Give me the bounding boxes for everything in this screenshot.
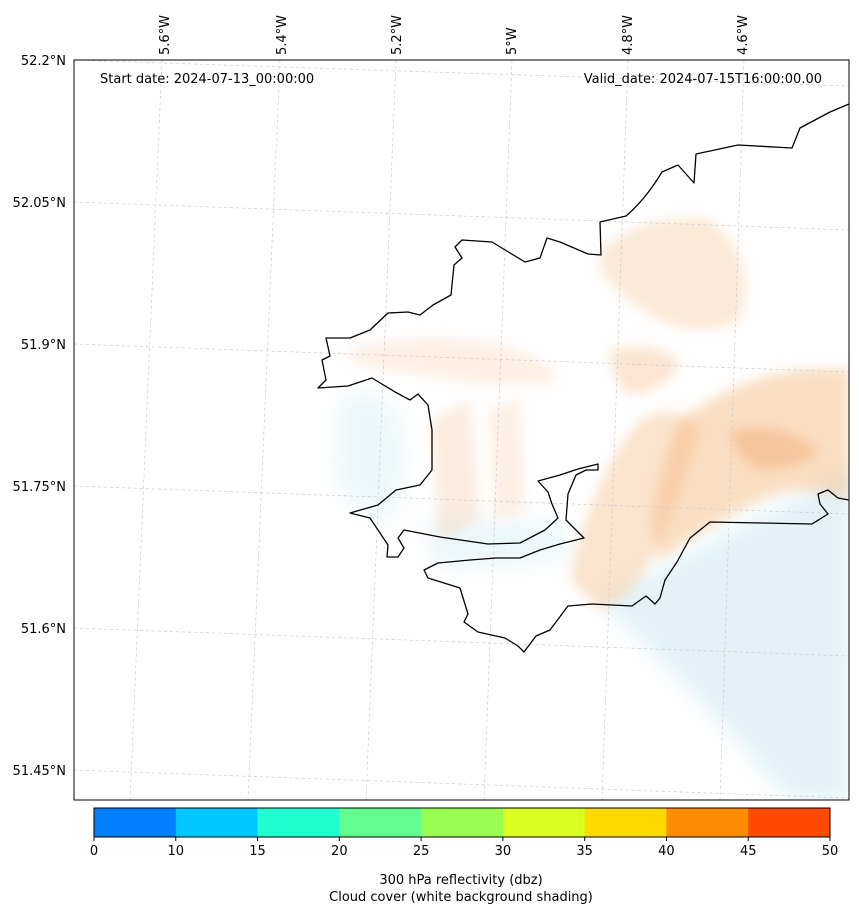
lon-label: 5.6°W [158, 15, 173, 55]
colorbar-tick-label: 45 [740, 844, 757, 859]
colorbar-title: 300 hPa reflectivity (dbz) [379, 873, 542, 888]
lat-label: 51.6°N [21, 622, 66, 637]
map-frame [73, 59, 850, 801]
lon-label: 5.2°W [390, 15, 405, 55]
colorbar-segment [502, 808, 586, 837]
colorbar-tick-label: 0 [90, 844, 98, 859]
map-content [74, 60, 849, 800]
latitude-labels: 52.2°N 52.05°N 51.9°N 51.75°N 51.6°N 51.… [13, 54, 66, 779]
longitude-labels: 5.6°W 5.4°W 5.2°W 5°W 4.8°W 4.6°W [158, 15, 751, 55]
colorbar-tick-label: 20 [331, 844, 348, 859]
colorbar-segment [339, 808, 422, 837]
cloud-cover-warm [350, 218, 849, 610]
colorbar-tick-label: 30 [495, 844, 512, 859]
start-date-label: Start date: 2024-07-13_00:00:00 [100, 72, 314, 87]
lon-label: 4.6°W [736, 15, 751, 55]
colorbar-border [93, 807, 831, 838]
colorbar-segment [94, 808, 177, 837]
lat-label: 52.2°N [21, 54, 66, 69]
colorbar-segment [666, 808, 749, 837]
colorbar-segment [257, 808, 340, 837]
lat-label: 52.05°N [13, 196, 66, 211]
lat-label: 51.9°N [21, 338, 66, 353]
colorbar-segment [175, 808, 259, 837]
valid-date-label: Valid_date: 2024-07-15T16:00:00.00 [584, 72, 822, 87]
colorbar-segment [421, 808, 504, 837]
colorbar-tick-label: 50 [822, 844, 839, 859]
colorbar-segment [584, 808, 667, 837]
lon-label: 5°W [505, 27, 520, 55]
lat-label: 51.45°N [13, 764, 66, 779]
lon-label: 4.8°W [621, 15, 636, 55]
colorbar-segment [748, 808, 831, 837]
colorbar-tick-label: 10 [168, 844, 185, 859]
colorbar-tick-label: 35 [576, 844, 593, 859]
colorbar-tick-label: 15 [249, 844, 266, 859]
lon-label: 5.4°W [275, 15, 290, 55]
lat-label: 51.75°N [13, 480, 66, 495]
colorbar-tick-label: 25 [413, 844, 430, 859]
colorbar-subtitle: Cloud cover (white background shading) [329, 890, 593, 905]
coastline [317, 103, 849, 653]
cloud-cover-cool [335, 393, 849, 800]
colorbar: 0 10 15 20 25 30 35 40 45 50 [90, 807, 839, 859]
colorbar-tick-label: 40 [658, 844, 675, 859]
